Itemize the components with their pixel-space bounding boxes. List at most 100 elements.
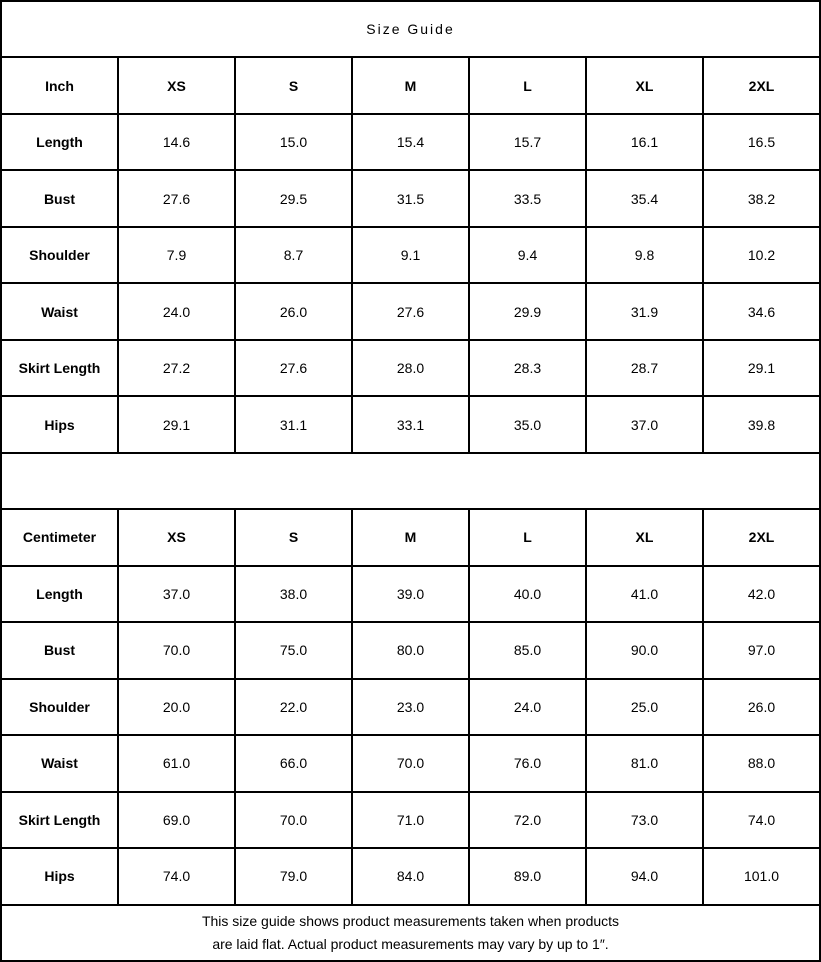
value-cell: 101.0 <box>702 847 821 906</box>
value-cell: 35.4 <box>585 169 704 228</box>
row-label: Bust <box>0 169 119 228</box>
value-cell: 35.0 <box>468 395 587 454</box>
value-cell: 33.1 <box>351 395 470 454</box>
value-cell: 89.0 <box>468 847 587 906</box>
value-cell: 29.1 <box>117 395 236 454</box>
footer-note-line-1: This size guide shows product measuremen… <box>201 913 620 930</box>
value-cell: 84.0 <box>351 847 470 906</box>
value-cell: 74.0 <box>117 847 236 906</box>
centimeter-header-row: Centimeter XS S M L XL 2XL <box>0 508 821 567</box>
table-row-cm-waist: Waist 61.0 66.0 70.0 76.0 81.0 88.0 <box>0 734 821 793</box>
value-cell: 22.0 <box>234 677 353 737</box>
value-cell: 70.0 <box>234 790 353 850</box>
value-cell: 15.4 <box>351 112 470 172</box>
value-cell: 26.0 <box>702 677 821 737</box>
value-cell: 9.1 <box>351 225 470 285</box>
table-row-cm-skirt-length: Skirt Length 69.0 70.0 71.0 72.0 73.0 74… <box>0 790 821 850</box>
value-cell: 16.1 <box>585 112 704 172</box>
value-cell: 31.1 <box>234 395 353 454</box>
value-cell: 16.5 <box>702 112 821 172</box>
value-cell: 15.7 <box>468 112 587 172</box>
value-cell: 10.2 <box>702 225 821 285</box>
value-cell: 38.2 <box>702 169 821 228</box>
size-header-2xl: 2XL <box>702 56 821 115</box>
value-cell: 72.0 <box>468 790 587 850</box>
footer-note: This size guide shows product measuremen… <box>0 903 821 962</box>
table-row-inch-waist: Waist 24.0 26.0 27.6 29.9 31.9 34.6 <box>0 282 821 341</box>
value-cell: 23.0 <box>351 677 470 737</box>
footer-note-line-2: are laid flat. Actual product measuremen… <box>212 935 609 952</box>
row-label: Bust <box>0 621 119 680</box>
size-header-xs: XS <box>117 56 236 115</box>
value-cell: 8.7 <box>234 225 353 285</box>
value-cell: 75.0 <box>234 621 353 680</box>
value-cell: 61.0 <box>117 734 236 793</box>
row-label: Waist <box>0 282 119 341</box>
row-label: Hips <box>0 395 119 454</box>
value-cell: 9.4 <box>468 225 587 285</box>
value-cell: 28.0 <box>351 338 470 398</box>
value-cell: 69.0 <box>117 790 236 850</box>
row-label: Shoulder <box>0 225 119 285</box>
value-cell: 90.0 <box>585 621 704 680</box>
size-header-xl: XL <box>585 56 704 115</box>
spacer-cell <box>0 451 821 511</box>
value-cell: 70.0 <box>351 734 470 793</box>
value-cell: 80.0 <box>351 621 470 680</box>
value-cell: 9.8 <box>585 225 704 285</box>
table-row-cm-hips: Hips 74.0 79.0 84.0 89.0 94.0 101.0 <box>0 847 821 906</box>
value-cell: 20.0 <box>117 677 236 737</box>
value-cell: 70.0 <box>117 621 236 680</box>
value-cell: 29.9 <box>468 282 587 341</box>
value-cell: 27.6 <box>234 338 353 398</box>
value-cell: 7.9 <box>117 225 236 285</box>
table-row-inch-skirt-length: Skirt Length 27.2 27.6 28.0 28.3 28.7 29… <box>0 338 821 398</box>
value-cell: 71.0 <box>351 790 470 850</box>
value-cell: 73.0 <box>585 790 704 850</box>
size-header-m: M <box>351 56 470 115</box>
value-cell: 97.0 <box>702 621 821 680</box>
size-header-xl: XL <box>585 508 704 567</box>
value-cell: 25.0 <box>585 677 704 737</box>
value-cell: 27.6 <box>351 282 470 341</box>
value-cell: 14.6 <box>117 112 236 172</box>
inch-header-row: Inch XS S M L XL 2XL <box>0 56 821 115</box>
value-cell: 24.0 <box>117 282 236 341</box>
row-label: Length <box>0 564 119 624</box>
size-header-l: L <box>468 508 587 567</box>
value-cell: 85.0 <box>468 621 587 680</box>
size-header-m: M <box>351 508 470 567</box>
row-label: Skirt Length <box>0 790 119 850</box>
value-cell: 79.0 <box>234 847 353 906</box>
row-label: Length <box>0 112 119 172</box>
value-cell: 39.0 <box>351 564 470 624</box>
value-cell: 27.2 <box>117 338 236 398</box>
table-row-cm-length: Length 37.0 38.0 39.0 40.0 41.0 42.0 <box>0 564 821 624</box>
size-header-xs: XS <box>117 508 236 567</box>
table-row-inch-shoulder: Shoulder 7.9 8.7 9.1 9.4 9.8 10.2 <box>0 225 821 285</box>
value-cell: 38.0 <box>234 564 353 624</box>
value-cell: 26.0 <box>234 282 353 341</box>
row-label: Waist <box>0 734 119 793</box>
value-cell: 37.0 <box>117 564 236 624</box>
value-cell: 40.0 <box>468 564 587 624</box>
table-row-inch-bust: Bust 27.6 29.5 31.5 33.5 35.4 38.2 <box>0 169 821 228</box>
value-cell: 28.3 <box>468 338 587 398</box>
value-cell: 31.5 <box>351 169 470 228</box>
value-cell: 29.1 <box>702 338 821 398</box>
value-cell: 24.0 <box>468 677 587 737</box>
table-row-inch-length: Length 14.6 15.0 15.4 15.7 16.1 16.5 <box>0 112 821 172</box>
table-row-inch-hips: Hips 29.1 31.1 33.1 35.0 37.0 39.8 <box>0 395 821 454</box>
value-cell: 34.6 <box>702 282 821 341</box>
value-cell: 66.0 <box>234 734 353 793</box>
value-cell: 29.5 <box>234 169 353 228</box>
value-cell: 42.0 <box>702 564 821 624</box>
footer-row: This size guide shows product measuremen… <box>0 903 821 962</box>
centimeter-unit-header: Centimeter <box>0 508 119 567</box>
size-header-s: S <box>234 508 353 567</box>
value-cell: 28.7 <box>585 338 704 398</box>
spacer-row <box>0 451 821 511</box>
value-cell: 31.9 <box>585 282 704 341</box>
